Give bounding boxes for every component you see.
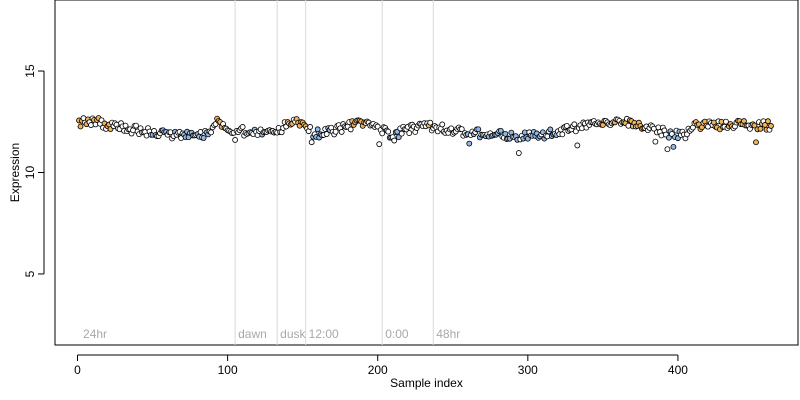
data-point [563,122,570,129]
data-point [497,127,504,134]
data-point [314,126,321,133]
data-point [77,123,84,130]
data-point [475,126,482,133]
x-tick-label: 0 [74,363,81,377]
data-point [347,126,354,133]
y-tick-label: 15 [23,64,37,78]
data-point [723,118,729,125]
data-point [571,121,578,128]
marker-label: dusk [280,327,306,341]
y-tick-label: 10 [23,166,37,180]
data-point [200,135,207,141]
plot-frame [54,0,799,346]
data-point [323,131,330,137]
y-axis-label: Expression [8,143,22,202]
data-point [768,123,774,129]
data-point [385,128,392,135]
data-point [574,142,581,149]
x-tick-label: 400 [668,363,688,377]
marker-label: dawn [238,327,267,341]
marker-labels: dawn dusk 12:00 0:00 48hr 24hr [83,327,460,341]
data-point [515,150,522,156]
data-point [391,137,398,144]
data-point [133,122,139,129]
start-label: 24hr [83,327,107,341]
data-point [338,129,345,135]
data-point [666,134,672,141]
data-point [753,139,759,146]
data-point [376,141,383,148]
x-tick-label: 300 [518,363,538,377]
data-point [448,125,455,132]
marker-label: 0:00 [385,327,409,341]
data-point [670,143,677,150]
x-tick-label: 100 [218,363,238,377]
marker-label: 48hr [436,327,460,341]
data-point [398,130,405,137]
data-points [76,115,774,156]
data-point [332,128,339,135]
data-point [308,139,315,146]
data-point [379,130,386,137]
data-point [664,146,671,153]
y-axis: 5 10 15 [23,64,45,277]
data-point [547,126,554,133]
data-point [757,125,764,132]
data-point [439,121,446,128]
data-point [395,134,402,141]
x-axis: 0 100 200 300 400 [74,354,688,377]
y-tick-label: 5 [23,270,37,277]
data-point [208,129,215,136]
marker-lines [234,0,434,345]
data-point [652,138,659,145]
data-point [458,126,465,132]
data-point [751,122,758,129]
data-point [427,119,434,126]
x-axis-label: Sample index [390,376,463,390]
data-point [307,124,314,130]
data-point [232,137,239,143]
marker-label: 12:00 [309,327,339,341]
x-tick-label: 200 [368,363,388,377]
data-point [406,130,413,136]
data-point [239,124,246,130]
data-point [466,140,473,147]
data-point [765,118,771,125]
data-point [559,131,566,138]
data-point [122,122,129,129]
data-point [502,130,509,137]
